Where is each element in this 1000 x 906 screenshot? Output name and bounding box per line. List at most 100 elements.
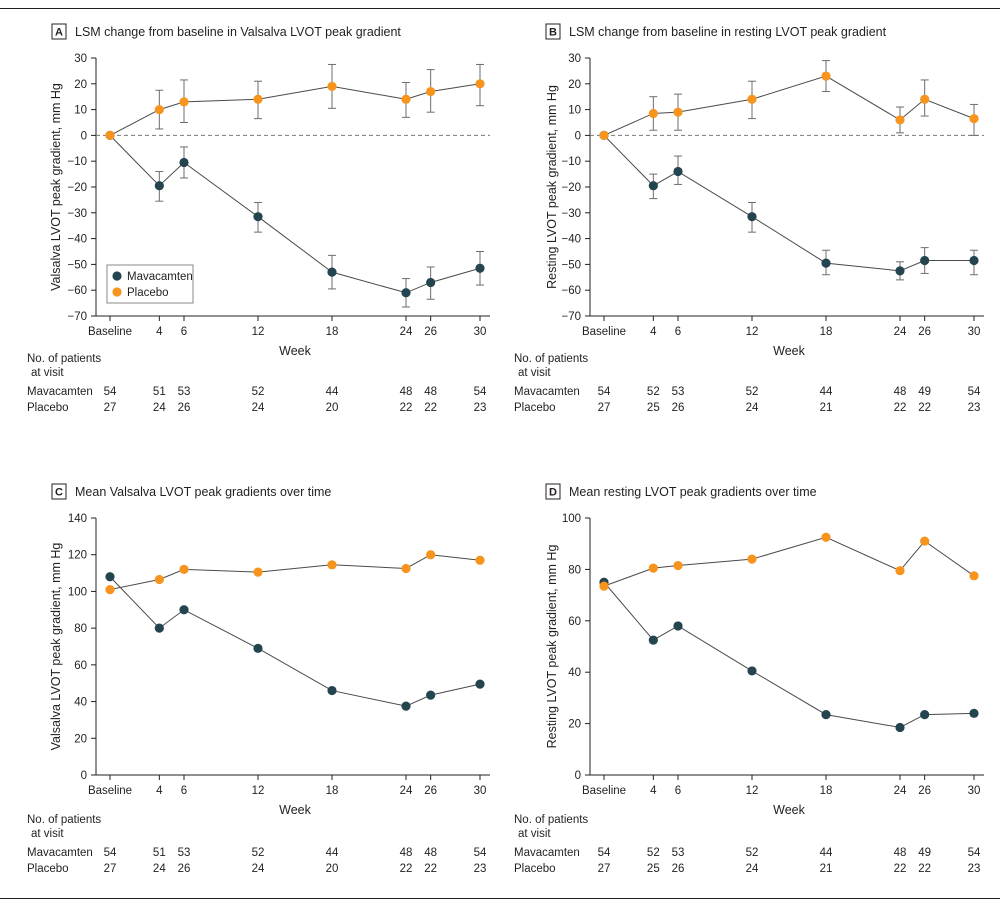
panel-d-mavacamten-point xyxy=(895,722,905,733)
panel-b-letter-box xyxy=(545,23,561,40)
panel-a-legend-box xyxy=(106,264,194,304)
panel-c-mavacamten-point xyxy=(253,643,263,653)
panel-a-x-tick-label: 6 xyxy=(181,326,187,338)
panel-a-legend-label-placebo: Placebo xyxy=(127,287,169,299)
panel-c-mavacamten-point xyxy=(327,685,337,696)
panel-b-table-cell: 26 xyxy=(672,402,685,414)
panel-d-placebo-point xyxy=(920,536,930,546)
panel-d-table-header: No. of patients xyxy=(514,814,588,826)
panel-b-mavacamten-point xyxy=(673,166,683,177)
panel-c-y-tick-label: 100 xyxy=(68,586,87,598)
panel-d-table-cell: 23 xyxy=(968,863,981,875)
panel-c-mavacamten-point xyxy=(154,623,164,633)
panel-b-x-tick-label: 4 xyxy=(650,326,657,338)
panel-a-mavacamten-point xyxy=(154,181,164,191)
panel-c-placebo-point xyxy=(401,563,411,574)
panel-d-table-row-label: Mavacamten xyxy=(514,847,580,859)
panel-d-mavacamten-point xyxy=(747,666,757,676)
panel-b-table-cell: 54 xyxy=(968,386,981,398)
panel-a-table-cell: 22 xyxy=(400,402,413,414)
panel-d-x-tick-label: 26 xyxy=(918,785,931,797)
panel-b-x-tick-label: 26 xyxy=(918,326,931,338)
panel-d-x-axis-title: Week xyxy=(773,803,805,817)
panel-d-table-cell: 27 xyxy=(598,863,611,875)
panel-b-table-cell: 27 xyxy=(598,402,611,414)
panel-c-x-tick-label: 26 xyxy=(424,785,437,797)
panel-a-table-subheader: at visit xyxy=(31,367,64,379)
panel-c-placebo-point xyxy=(179,564,189,575)
panel-b-mavacamten-point xyxy=(821,258,831,268)
panel-b-title: LSM change from baseline in resting LVOT… xyxy=(569,25,887,39)
panel-c-mavacamten-point xyxy=(179,605,189,615)
panel-a-x-tick-label: 30 xyxy=(474,326,487,338)
panel-b-mavacamten-point xyxy=(969,255,979,266)
panel-c-table-cell: 22 xyxy=(400,863,413,875)
panel-a-legend-marker-mavacamten xyxy=(112,271,122,281)
panel-c-mavacamten-point xyxy=(105,572,115,582)
panel-d-table-cell: 44 xyxy=(820,847,833,859)
panel-d-table-cell: 54 xyxy=(968,847,981,859)
panel-d-x-tick-label: 12 xyxy=(746,785,759,797)
panel-a-y-tick-label: −10 xyxy=(67,156,87,168)
panel-b-placebo-point xyxy=(821,71,831,81)
panel-a-x-tick-label: 12 xyxy=(252,326,265,338)
panel-d-placebo-point xyxy=(599,581,609,591)
panel-a-x-tick-label: 18 xyxy=(326,326,339,338)
panel-b-table-cell: 23 xyxy=(968,402,981,414)
panel-c-table-cell: 53 xyxy=(178,847,191,859)
panel-d-y-tick-label: 100 xyxy=(562,513,581,525)
panel-b-placebo-point xyxy=(969,114,979,124)
panel-b-table-cell: 24 xyxy=(746,402,759,414)
panel-d-mavacamten-point xyxy=(969,708,979,718)
panel-b-x-tick-label: 6 xyxy=(675,326,681,338)
panel-d-placebo-point xyxy=(747,554,757,564)
panel-a-table-cell: 53 xyxy=(178,386,191,398)
panel-a-table-cell: 54 xyxy=(104,386,117,398)
panel-a-y-tick-label: −60 xyxy=(67,285,87,297)
panel-a-placebo-point xyxy=(179,97,189,107)
panel-a-placebo-point xyxy=(401,94,411,104)
panel-b-y-tick-label: −20 xyxy=(561,182,581,194)
panel-d-mavacamten-point xyxy=(673,621,683,631)
panel-c-y-tick-label: 120 xyxy=(68,550,87,562)
panel-c-placebo-point xyxy=(327,560,337,570)
panel-b-table-cell: 52 xyxy=(746,386,759,398)
panel-a-placebo-point xyxy=(327,81,337,91)
panel-b-mavacamten-point xyxy=(895,266,905,276)
panel-b-y-tick-label: 0 xyxy=(575,130,581,142)
panel-d-table-subheader: at visit xyxy=(518,828,551,840)
panel-d-table-cell: 53 xyxy=(672,847,685,859)
panel-a-placebo-point xyxy=(105,130,115,140)
panel-a-table-cell: 23 xyxy=(474,402,487,414)
panel-c-table-subheader: at visit xyxy=(31,828,64,840)
panel-a-table-header: No. of patients xyxy=(27,353,101,365)
panel-d-mavacamten-point xyxy=(920,710,930,720)
panel-d-table-cell: 48 xyxy=(894,847,907,859)
panel-b-x-tick-label: 30 xyxy=(968,326,981,338)
panel-d-letter: D xyxy=(549,487,557,499)
panel-d-table-cell: 25 xyxy=(647,863,660,875)
panel-d-mavacamten-point xyxy=(821,710,831,720)
panel-d-table-cell: 52 xyxy=(647,847,660,859)
panel-c-title: Mean Valsalva LVOT peak gradients over t… xyxy=(75,485,331,499)
panel-d-placebo-point xyxy=(673,560,683,571)
panel-c-table-cell: 20 xyxy=(326,863,339,875)
panel-c-y-tick-label: 80 xyxy=(74,623,87,635)
panel-a-y-tick-label: −70 xyxy=(67,311,87,323)
panel-b-y-tick-label: 30 xyxy=(568,53,581,65)
panel-b-placebo-point xyxy=(747,94,757,104)
panel-a-placebo-point xyxy=(475,79,485,89)
panel-a-table-cell: 48 xyxy=(400,386,413,398)
panel-c-y-tick-label: 20 xyxy=(74,733,87,745)
panel-a-table-cell: 52 xyxy=(252,386,265,398)
panel-d-table-cell: 52 xyxy=(746,847,759,859)
panel-d-table-cell: 49 xyxy=(918,847,931,859)
panel-a-table-row-label: Placebo xyxy=(27,402,69,414)
panel-a-letter-box xyxy=(51,23,67,40)
panel-d-table-row-label: Placebo xyxy=(514,863,556,875)
panel-c-y-tick-label: 0 xyxy=(81,770,87,782)
panel-d-letter-box xyxy=(545,483,561,500)
panel-a-y-tick-label: 0 xyxy=(81,130,87,142)
panel-c-table-cell: 26 xyxy=(178,863,191,875)
